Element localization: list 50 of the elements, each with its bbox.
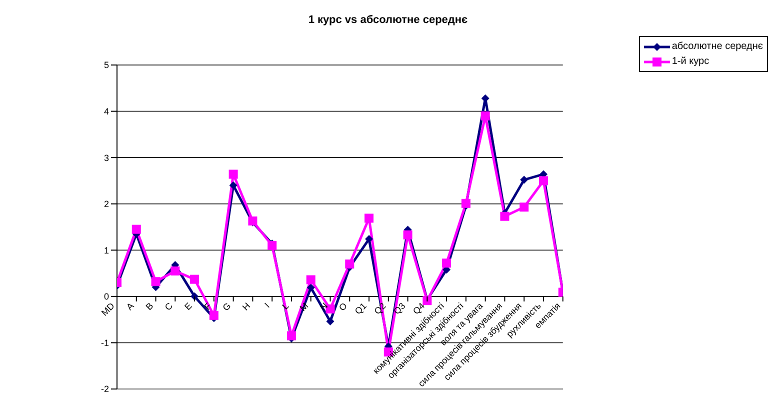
- x-tick-label: Q2: [372, 300, 388, 316]
- point: [228, 170, 238, 179]
- y-tick-label: 0: [104, 292, 109, 302]
- x-tick-label: Q3: [392, 300, 408, 316]
- y-tick-label: -2: [100, 384, 109, 394]
- point: [151, 277, 160, 286]
- y-tick-label: 5: [104, 60, 109, 70]
- point: [403, 230, 412, 240]
- point: [190, 274, 200, 284]
- x-tick-label: A: [124, 300, 136, 312]
- x-tick-label: MD: [99, 300, 117, 318]
- y-tick-label: 2: [104, 199, 109, 210]
- x-tick-label: L: [280, 300, 291, 312]
- chart-title: 1 курс vs абсолютне середнє: [307, 14, 469, 26]
- x-tick-label: I: [262, 300, 272, 310]
- point: [229, 181, 238, 190]
- y-tick-label: 4: [104, 106, 109, 116]
- y-tick-label: -1: [100, 338, 109, 348]
- x-tick-label: Q1: [352, 300, 368, 316]
- point: [170, 266, 180, 276]
- point: [364, 214, 374, 223]
- x-tick-label: O: [337, 300, 350, 313]
- legend-label: 1-й курс: [672, 55, 710, 69]
- point: [520, 176, 528, 184]
- point: [209, 310, 218, 320]
- point: [345, 260, 354, 269]
- point: [306, 275, 316, 284]
- point: [442, 258, 452, 268]
- legend-label: абсолютне середнє: [672, 40, 763, 54]
- point: [520, 202, 529, 212]
- point: [461, 198, 470, 208]
- point: [500, 212, 510, 221]
- x-tick-label: H: [240, 300, 252, 312]
- x-tick-label: C: [162, 300, 175, 312]
- point: [306, 284, 315, 292]
- point: [268, 241, 277, 250]
- x-tick-label: N: [318, 300, 330, 312]
- point: [538, 176, 548, 186]
- y-tick-label: 3: [104, 152, 109, 163]
- x-tick-label: E: [182, 300, 194, 312]
- point: [286, 331, 296, 340]
- x-tick-label: B: [144, 300, 156, 312]
- point: [132, 224, 141, 234]
- y-tick-label: 1: [104, 245, 109, 256]
- point: [326, 317, 334, 326]
- point: [365, 235, 374, 244]
- x-tick-label: M: [298, 300, 310, 314]
- point: [480, 111, 490, 120]
- x-tick-label: F: [202, 300, 214, 312]
- x-tick-label: G: [220, 300, 233, 313]
